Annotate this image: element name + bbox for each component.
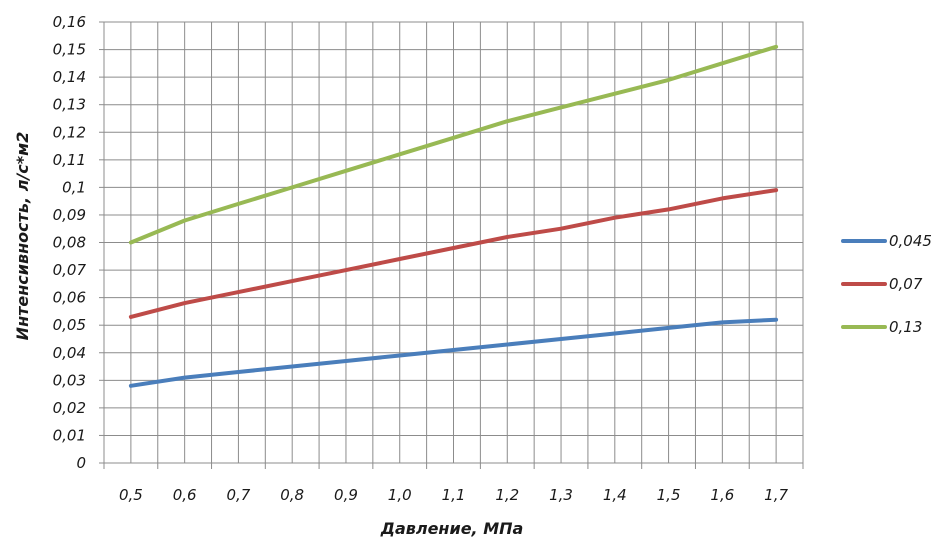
y-tick-label: 0,03	[53, 371, 86, 389]
x-tick-label: 1,3	[549, 486, 573, 504]
y-tick-label: 0,04	[53, 344, 86, 362]
x-tick-label: 0,9	[334, 486, 358, 504]
plot-area	[103, 21, 804, 464]
legend-item: 0,045	[841, 232, 932, 250]
x-tick-label: 1,4	[603, 486, 627, 504]
legend-label: 0,07	[889, 275, 923, 293]
y-tick-label: 0,13	[53, 96, 86, 114]
plot-frame	[103, 21, 804, 464]
legend-label: 0,045	[889, 232, 932, 250]
grid	[99, 21, 804, 469]
y-tick-label: 0,09	[53, 206, 86, 224]
legend: 0,045 0,07 0,13	[841, 232, 932, 336]
y-tick-label: 0,05	[53, 316, 86, 334]
x-tick-label: 1,0	[388, 486, 412, 504]
y-tick-label: 0,16	[53, 13, 86, 31]
x-axis-title: Давление, МПа	[380, 519, 524, 538]
x-tick-label: 1,2	[495, 486, 519, 504]
y-tick-label: 0,01	[53, 426, 86, 444]
x-tick-label: 0,8	[280, 486, 304, 504]
x-tick-label: 1,7	[764, 486, 788, 504]
x-tick-label: 0,6	[173, 486, 197, 504]
series-layer	[128, 44, 779, 388]
y-tick-label: 0	[76, 454, 86, 472]
x-tick-label: 1,1	[442, 486, 466, 504]
x-tick-label: 0,7	[226, 486, 250, 504]
x-tick-label: 1,5	[657, 486, 681, 504]
y-tick-label: 0,15	[53, 41, 86, 59]
y-tick-label: 0,06	[53, 289, 86, 307]
x-tick-label: 1,6	[710, 486, 734, 504]
y-tick-label: 0,07	[53, 261, 87, 279]
y-tick-labels: 0 0,01 0,02 0,03 0,04 0,05 0,06 0,07 0,08 0,09 0,1…	[53, 13, 87, 472]
y-tick-label: 0,02	[53, 399, 86, 417]
legend-item: 0,07	[841, 275, 923, 293]
y-tick-label: 0,11	[53, 151, 86, 169]
x-tick-label: 0,5	[119, 486, 143, 504]
y-axis-title: Интенсивность, л/с*м2	[13, 132, 32, 341]
y-tick-label: 0,08	[53, 234, 86, 252]
x-tick-labels: 0,5 0,6 0,7 0,8 0,9 1,0 1,1 1,2 1,3 1,4 1,5 1,6 1,7	[119, 486, 789, 504]
legend-label: 0,13	[889, 318, 922, 336]
legend-item: 0,13	[841, 318, 922, 336]
y-tick-label: 0,12	[53, 123, 86, 141]
y-tick-label: 0,1	[62, 178, 86, 196]
y-tick-label: 0,14	[53, 68, 86, 86]
